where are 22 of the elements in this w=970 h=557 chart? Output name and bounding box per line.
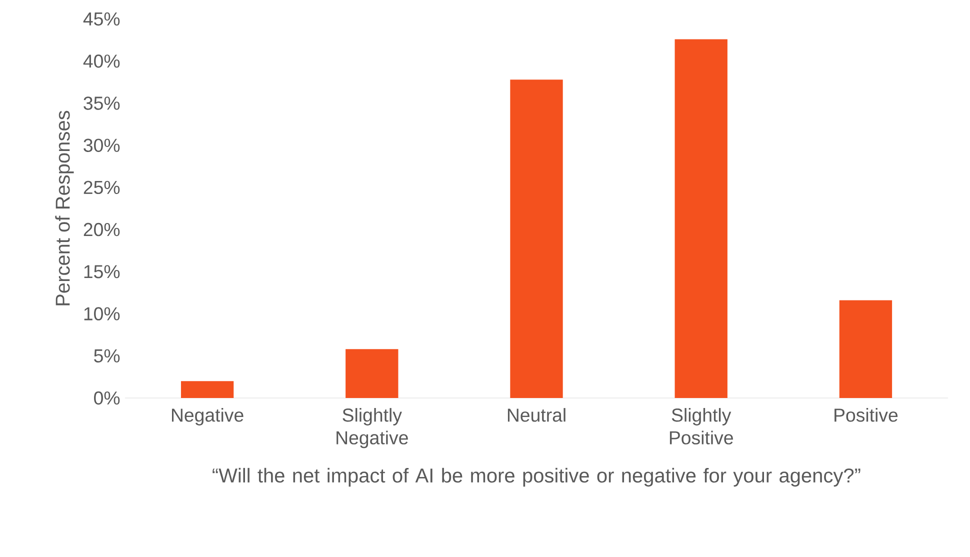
bar [674, 39, 728, 398]
bar [180, 381, 234, 398]
y-tick-label: 40% [83, 54, 120, 68]
y-tick-label: 15% [84, 265, 120, 278]
bar [510, 80, 563, 398]
x-tick-label: Neutral [508, 408, 566, 422]
y-tick-label: 20% [84, 222, 120, 236]
y-axis-title: Percent of Responses [55, 110, 74, 306]
x-tick-label: Positive [834, 408, 898, 422]
y-tick-label: 35% [84, 96, 120, 110]
x-tick-label: Slightly Negative [336, 408, 408, 448]
x-tick-label: Negative [172, 408, 244, 426]
x-axis-title: “Will the net impact of AI be more positive or negative for your agency?” [212, 468, 860, 487]
y-tick-label: 30% [84, 138, 120, 152]
y-tick-label: 45% [83, 12, 120, 26]
y-tick-label: 10% [84, 307, 120, 320]
y-tick-label: 5% [94, 349, 120, 362]
x-tick-label: Slightly Positive [670, 408, 733, 444]
y-tick-label: 0% [94, 391, 120, 405]
y-tick-label: 25% [84, 180, 120, 194]
bar [839, 300, 892, 398]
bar [346, 349, 398, 398]
